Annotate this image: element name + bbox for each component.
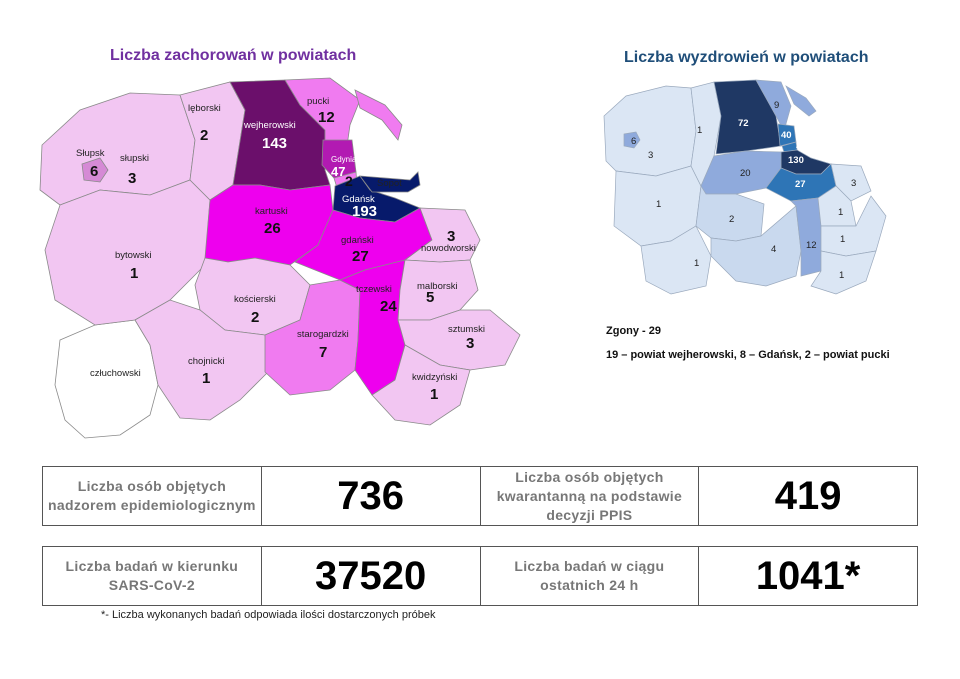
tests-label: Liczba badań w kierunku SARS-CoV-2 — [42, 546, 262, 606]
label-malborski-name: malborski — [417, 281, 458, 292]
r-value-gdansk: 130 — [788, 155, 804, 166]
label-gdansk-value: 193 — [352, 203, 377, 220]
r-value-pucki: 9 — [774, 100, 779, 111]
label-tczewski-name: tczewski — [356, 284, 392, 295]
label-gdanski-value: 27 — [352, 248, 369, 265]
r-value-slupski: 3 — [648, 150, 653, 161]
label-sopot-name: Sopot — [377, 178, 402, 189]
quarantine-label: Liczba osób objętych kwarantanną na pods… — [479, 466, 700, 526]
label-sztumski-name: sztumski — [448, 324, 485, 335]
label-nowodworski-name: nowodworski — [421, 243, 476, 254]
r-value-gdanski: 27 — [795, 179, 806, 190]
label-gdanski-name: gdański — [341, 235, 374, 246]
tests-value: 37520 — [260, 546, 481, 606]
r-value-czluchowski: 1 — [694, 258, 699, 269]
tests24-value: 1041* — [698, 546, 918, 606]
r-value-starogardzki: 4 — [771, 244, 776, 255]
deaths-detail: 19 – powiat wejherowski, 8 – Gdańsk, 2 –… — [606, 349, 890, 361]
label-kartuski-name: kartuski — [255, 206, 288, 217]
r-value-kartuski: 20 — [740, 168, 751, 179]
label-sopot-value: 2 — [345, 173, 353, 189]
label-chojnicki-value: 1 — [202, 370, 210, 387]
label-nowodworski-value: 3 — [447, 228, 455, 245]
r-value-tczewski: 12 — [806, 240, 817, 251]
region-gdansk-spit — [359, 171, 421, 193]
stats-row-tests: Liczba badań w kierunku SARS-CoV-2 37520… — [42, 546, 918, 606]
label-czluchowski-name: człuchowski — [90, 368, 141, 379]
stats-row-supervision: Liczba osób objętych nadzorem epidemiolo… — [42, 466, 918, 526]
label-wejherowski-name: wejherowski — [243, 120, 296, 131]
footnote: *- Liczba wykonanych badań odpowiada ilo… — [101, 609, 436, 621]
label-pucki-name: pucki — [307, 96, 329, 107]
r-region-malborski — [817, 185, 857, 227]
supervision-label: Liczba osób objętych nadzorem epidemiolo… — [42, 466, 262, 526]
label-leborski-value: 2 — [200, 127, 208, 144]
r-value-sztumski: 1 — [840, 234, 845, 245]
region-hel — [354, 89, 403, 141]
label-sztumski-value: 3 — [466, 335, 474, 352]
label-gdynia-value: 47 — [331, 164, 345, 179]
r-value-nowodworski: 3 — [851, 178, 856, 189]
label-wejherowski-value: 143 — [262, 135, 287, 152]
label-bytowski-name: bytowski — [115, 250, 151, 261]
label-leborski-name: lęborski — [188, 103, 221, 114]
r-region-czluchowski — [640, 225, 712, 295]
region-chojnicki — [134, 299, 271, 421]
cases-map: lęborski 2 wejherowski 143 pucki 12 Gdyn… — [39, 77, 521, 439]
region-bytowski — [44, 179, 211, 326]
r-value-kwidzynski: 1 — [839, 270, 844, 281]
r-region-starogardzki — [710, 205, 802, 287]
label-malborski-value: 5 — [426, 289, 434, 306]
supervision-value: 736 — [260, 466, 481, 526]
label-koscierski-name: kościerski — [234, 294, 276, 305]
label-slupski-value: 3 — [128, 170, 136, 187]
tests24-label: Liczba badań w ciągu ostatnich 24 h — [479, 546, 700, 606]
r-region-slupski — [603, 85, 697, 177]
recoveries-map: 72 9 1 6 3 40 2 130 20 27 3 1 2 1 12 4 1… — [603, 79, 887, 295]
region-kwidzynski — [371, 344, 471, 426]
region-czluchowski — [54, 319, 159, 439]
r-value-sopot: 2 — [796, 140, 801, 151]
label-pucki-value: 12 — [318, 109, 335, 126]
r-value-bytowski: 1 — [656, 199, 661, 210]
label-bytowski-value: 1 — [130, 265, 138, 282]
r-value-leborski: 1 — [697, 125, 702, 136]
r-region-nowodworski — [830, 163, 872, 202]
label-kartuski-value: 26 — [264, 220, 281, 237]
cases-map-title: Liczba zachorowań w powiatach — [110, 47, 357, 64]
recoveries-map-title: Liczba wyzdrowień w powiatach — [624, 49, 869, 66]
label-chojnicki-name: chojnicki — [188, 356, 224, 367]
label-gdynia-name: Gdynia — [331, 155, 357, 164]
label-kwidzynski-value: 1 — [430, 386, 438, 403]
deaths-title: Zgony - 29 — [606, 325, 662, 337]
r-value-gdynia: 40 — [781, 130, 792, 141]
r-region-slupsk-city — [623, 131, 641, 149]
r-region-kwidzynski — [810, 250, 877, 295]
label-gdansk-name: Gdańsk — [342, 194, 375, 205]
r-region-hel — [785, 85, 817, 117]
label-slupsk-value: 6 — [90, 163, 98, 180]
r-region-pucki — [755, 79, 792, 132]
r-value-koscierski: 2 — [729, 214, 734, 225]
label-kwidzynski-name: kwidzyński — [412, 372, 457, 383]
label-koscierski-value: 2 — [251, 309, 259, 326]
r-value-wejherowski: 72 — [738, 118, 749, 129]
label-starogardzki-name: starogardzki — [297, 329, 349, 340]
label-starogardzki-value: 7 — [319, 344, 327, 361]
quarantine-value: 419 — [698, 466, 918, 526]
region-slupsk-city — [81, 157, 109, 183]
label-slupsk-name: Słupsk — [76, 148, 105, 159]
r-value-malborski: 1 — [838, 207, 843, 218]
label-slupski-name: słupski — [120, 153, 149, 164]
label-tczewski-value: 24 — [380, 298, 397, 315]
r-value-slupsk: 6 — [631, 136, 636, 147]
